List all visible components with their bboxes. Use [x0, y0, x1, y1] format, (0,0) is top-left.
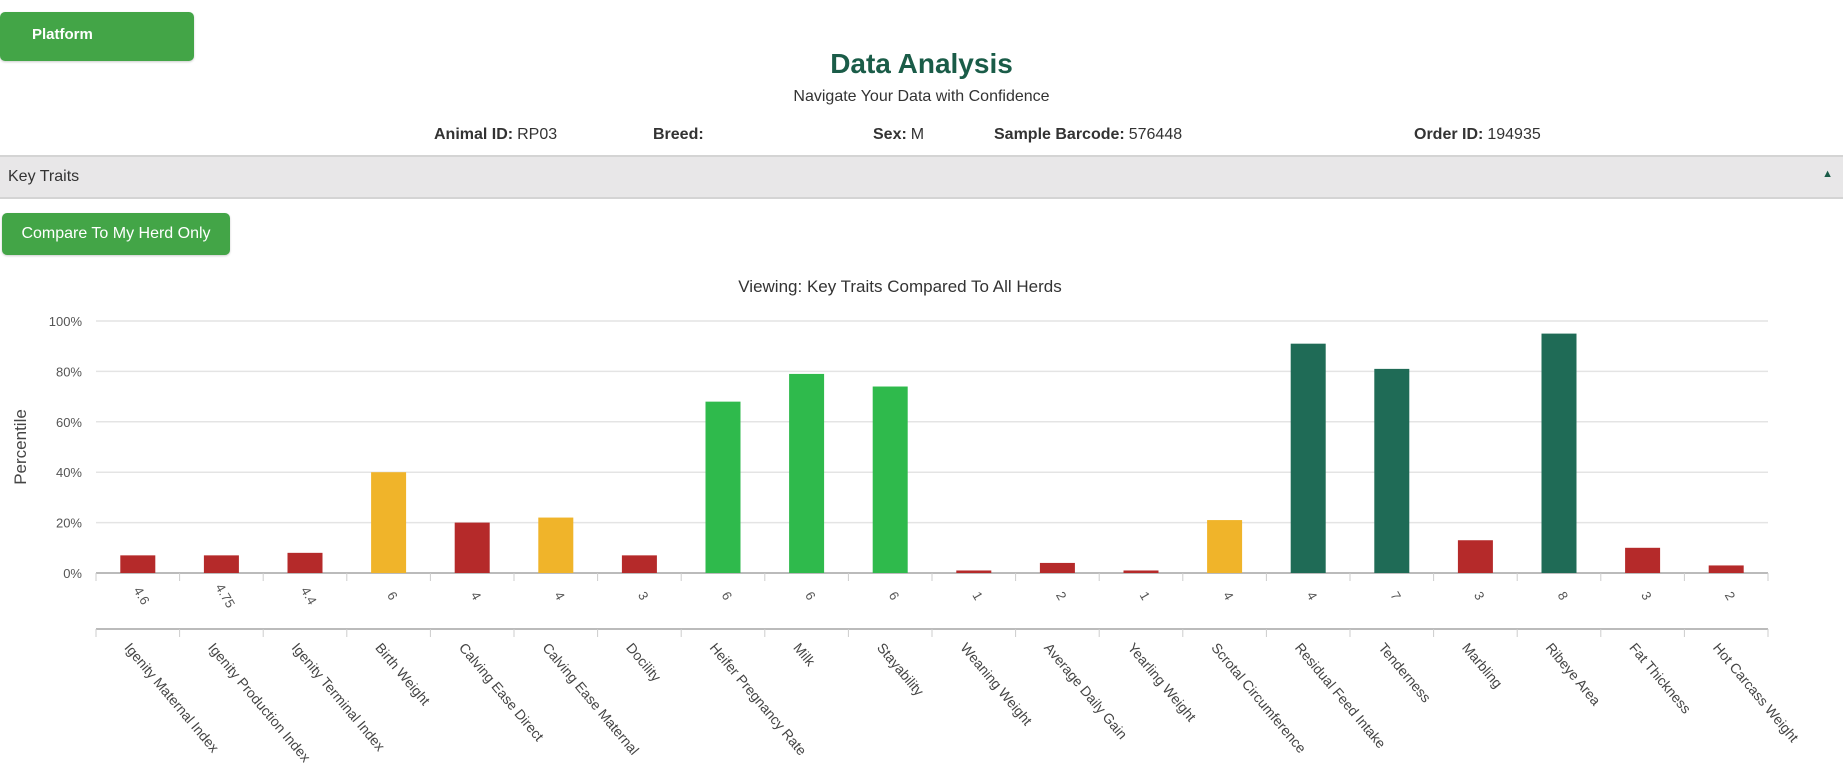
score-label: 2 [1053, 589, 1070, 603]
score-label: 4 [468, 589, 485, 603]
y-tick-label: 60% [56, 415, 82, 430]
category-label: Birth Weight [372, 640, 433, 709]
sample-barcode: Sample Barcode: 576448 [994, 126, 1182, 144]
bar-scrotal-circumference [1207, 520, 1243, 573]
page-title: Data Analysis [830, 48, 1013, 79]
category-label: Tenderness [1376, 640, 1435, 706]
platform-button[interactable]: Platform [0, 12, 194, 61]
bar-heifer-pregnancy-rate [705, 401, 741, 573]
category-label: Stayability [874, 640, 927, 699]
bar-fat-thickness [1625, 547, 1661, 573]
breed: Breed: [653, 126, 708, 144]
category-label: Igenity Terminal Index [289, 640, 389, 754]
score-label: 7 [1387, 589, 1404, 603]
bar-residual-feed-intake [1290, 343, 1326, 573]
bar-stayability [872, 386, 908, 573]
category-label: Calving Ease Maternal [540, 640, 643, 758]
score-label: 3 [1638, 589, 1655, 603]
score-label: 8 [1555, 589, 1572, 603]
score-label: 4.6 [131, 584, 153, 607]
y-tick-label: 80% [56, 364, 82, 379]
category-label: Igenity Maternal Index [122, 640, 223, 756]
category-label: Heifer Pregnancy Rate [707, 640, 810, 759]
category-label: Milk [790, 640, 819, 670]
sex-value: M [910, 126, 925, 143]
sex-label: Sex: [873, 126, 907, 143]
category-label: Fat Thickness [1626, 640, 1694, 717]
category-label: Residual Feed Intake [1292, 640, 1389, 752]
bar-tenderness [1374, 368, 1410, 573]
bar-birth-weight [371, 472, 407, 573]
bar-average-daily-gain [1039, 562, 1075, 573]
score-label: 4 [1304, 589, 1321, 603]
category-label: Scrotal Circumference [1208, 640, 1309, 757]
score-label: 2 [1722, 589, 1739, 603]
score-label: 3 [635, 589, 652, 603]
score-label: 6 [384, 589, 401, 603]
order-id: Order ID: 194935 [1414, 126, 1541, 144]
bar-marbling [1457, 540, 1493, 573]
y-tick-label: 0% [63, 566, 82, 581]
score-label: 4.4 [298, 584, 320, 607]
score-label: 6 [802, 589, 819, 603]
score-label: 4 [1220, 589, 1237, 603]
category-label: Calving Ease Direct [456, 640, 547, 745]
bar-calving-ease-direct [454, 522, 490, 573]
bar-milk [789, 373, 825, 573]
order-id-label: Order ID: [1414, 126, 1484, 143]
score-label: 4 [551, 589, 568, 603]
y-tick-label: 40% [56, 465, 82, 480]
bar-igenity-terminal-index [287, 552, 323, 573]
key-traits-label: Key Traits [8, 168, 80, 185]
bar-docility [621, 555, 657, 573]
bar-yearling-weight [1123, 570, 1159, 573]
y-tick-label: 100% [49, 314, 83, 329]
bar-calving-ease-maternal [538, 517, 574, 573]
breed-label: Breed: [653, 126, 704, 143]
page-subtitle: Navigate Your Data with Confidence [793, 88, 1050, 105]
bar-hot-carcass-weight [1708, 565, 1744, 573]
barcode-value: 576448 [1128, 126, 1183, 143]
score-label: 6 [719, 589, 736, 603]
bar-igenity-production-index [203, 555, 239, 573]
category-label: Weaning Weight [958, 640, 1036, 729]
score-label: 6 [886, 589, 903, 603]
category-label: Average Daily Gain [1041, 640, 1131, 742]
category-label: Ribeye Area [1543, 640, 1604, 709]
caret-up-icon[interactable]: ▲ [1822, 168, 1833, 180]
score-label: 4.75 [212, 581, 238, 610]
score-label: 1 [1137, 589, 1154, 603]
y-axis-label: Percentile [11, 409, 30, 485]
animal-id-value: RP03 [517, 126, 558, 143]
animal-id-label: Animal ID: [434, 126, 514, 143]
order-id-value: 194935 [1487, 126, 1541, 143]
barcode-label: Sample Barcode: [994, 126, 1125, 143]
category-label: Marbling [1459, 640, 1506, 691]
category-label: Yearling Weight [1125, 640, 1200, 725]
category-label: Hot Carcass Weight [1710, 640, 1802, 746]
bar-weaning-weight [956, 570, 992, 573]
score-label: 1 [969, 589, 986, 603]
score-label: 3 [1471, 589, 1488, 603]
compare-to-my-herd-button[interactable]: Compare To My Herd Only [2, 213, 230, 255]
y-tick-label: 20% [56, 516, 82, 531]
sex: Sex: M [873, 126, 924, 144]
key-traits-section-header[interactable]: Key Traits ▲ [0, 155, 1843, 199]
animal-id: Animal ID: RP03 [434, 126, 557, 144]
bar-ribeye-area [1541, 333, 1577, 573]
category-label: Docility [623, 640, 664, 685]
bar-igenity-maternal-index [120, 555, 156, 573]
chart-title: Viewing: Key Traits Compared To All Herd… [738, 277, 1061, 296]
